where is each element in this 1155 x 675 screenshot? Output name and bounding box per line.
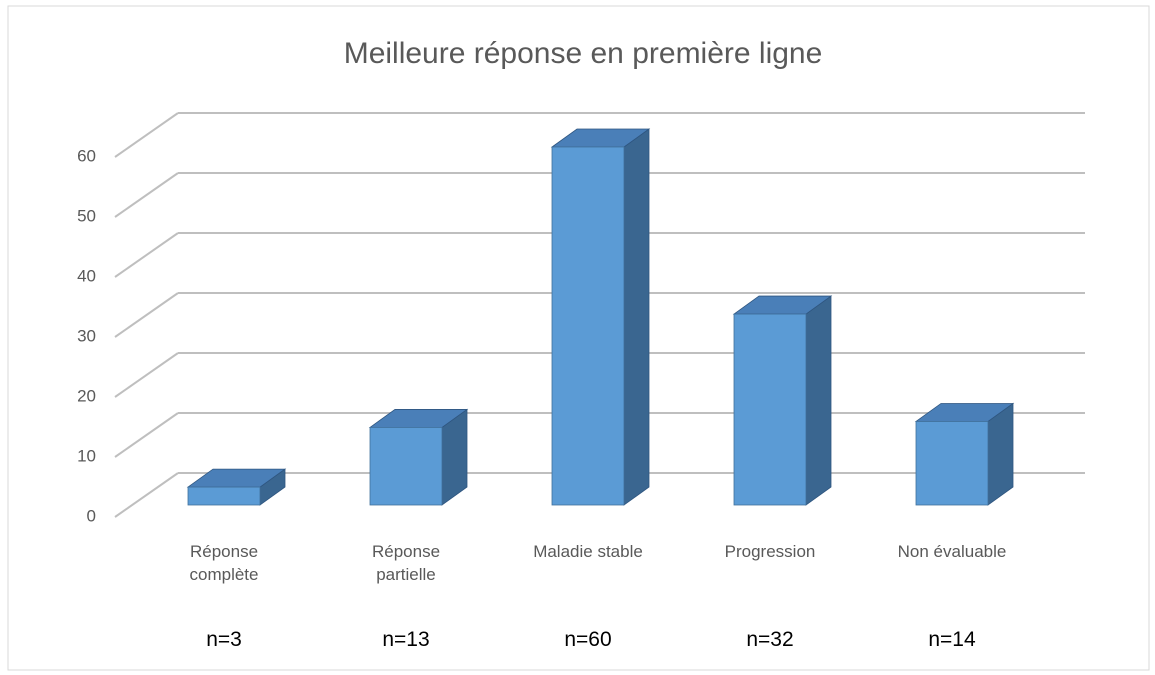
grid-line-side [114, 232, 179, 278]
bar [915, 421, 989, 506]
bar-side [623, 128, 650, 506]
value-label: n=13 [382, 628, 430, 651]
chart-title: Meilleure réponse en première ligne [344, 37, 823, 70]
grid-line-side [114, 352, 179, 398]
grid-line-side [114, 412, 179, 458]
bar [369, 427, 443, 506]
value-label: n=32 [746, 628, 794, 651]
y-tick-label: 0 [87, 506, 96, 525]
y-tick-label: 40 [77, 266, 96, 285]
y-tick-label: 30 [77, 326, 96, 345]
x-tick-label: Réponse partielle [371, 542, 441, 584]
bar [187, 486, 261, 506]
grid-line-side [114, 112, 179, 158]
value-label: n=60 [564, 628, 612, 651]
value-label: n=3 [206, 628, 242, 651]
x-tick-label: Non évaluable [897, 542, 1007, 561]
y-tick-label: 50 [77, 206, 96, 225]
y-tick-label: 20 [77, 386, 96, 405]
value-label: n=14 [928, 628, 976, 651]
grid-line-side [114, 172, 179, 218]
bar [551, 146, 625, 506]
x-tick-label: Progression [724, 542, 816, 561]
x-tick-label: Réponse complète [189, 542, 259, 584]
y-tick-label: 60 [77, 146, 96, 165]
bar-side [805, 295, 832, 506]
grid-line-side [114, 472, 179, 518]
x-tick-label: Maladie stable [533, 542, 643, 561]
bar [733, 313, 807, 506]
y-tick-label: 10 [77, 446, 96, 465]
grid-line-side [114, 292, 179, 338]
